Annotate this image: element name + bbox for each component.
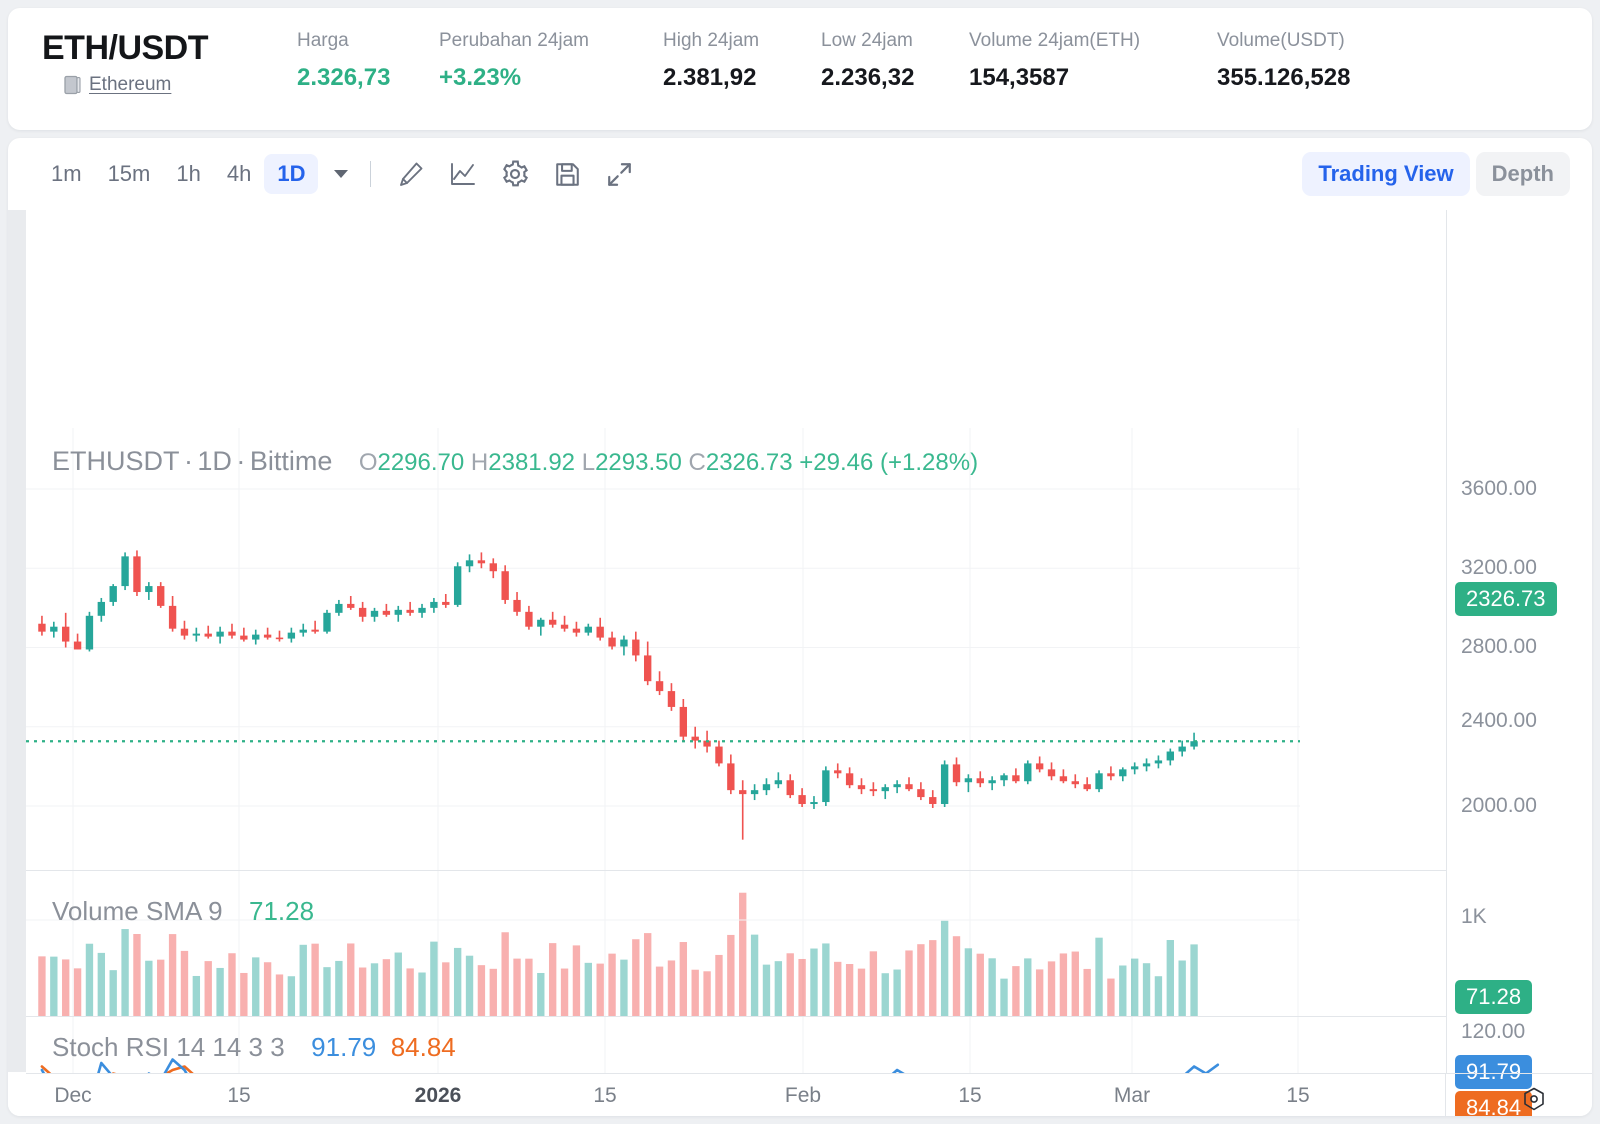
chart-toolbar: 1m 15m 1h 4h 1D xyxy=(8,138,1592,210)
view-tabs: Trading View Depth xyxy=(1302,152,1570,196)
chart-body[interactable]: ETHUSDT · 1D · Bittime O2296.70 H2381.92… xyxy=(8,210,1592,1116)
chart-canvas[interactable] xyxy=(26,210,1446,1073)
stoch-badge-k: 91.79 xyxy=(1455,1055,1533,1089)
stat-value: 154,3587 xyxy=(969,64,1070,91)
timeframe-1m[interactable]: 1m xyxy=(51,161,82,186)
volume-badge: 71.28 xyxy=(1455,980,1533,1014)
pane-separator-volume xyxy=(26,870,1446,871)
chart-settings-hex-icon[interactable] xyxy=(1521,1086,1547,1112)
stat-label: Low 24jam xyxy=(821,30,913,51)
stat-change-24h: Perubahan 24jam +3.23% xyxy=(439,28,663,98)
stat-volume-usdt: Volume(USDT) 355.126,528 xyxy=(1217,28,1447,98)
stat-volume-eth: Volume 24jam(ETH) 154,3587 xyxy=(969,28,1217,98)
stat-high-24h: High 24jam 2.381,92 xyxy=(663,28,821,98)
draw-pencil-icon[interactable] xyxy=(389,154,433,194)
price-tick-3200: 3200.00 xyxy=(1461,556,1537,579)
price-tick-2400: 2400.00 xyxy=(1461,709,1537,732)
stat-harga: Harga 2.326,73 xyxy=(297,28,439,98)
stat-label: Volume(USDT) xyxy=(1217,30,1345,51)
chevron-down-icon[interactable] xyxy=(328,161,354,187)
line-chart-icon[interactable] xyxy=(441,154,485,194)
time-tick-dec: Dec xyxy=(54,1084,92,1107)
tab-trading-view[interactable]: Trading View xyxy=(1302,152,1470,196)
stat-value: 2.381,92 xyxy=(663,64,757,91)
book-icon xyxy=(64,75,81,95)
stoch-axis[interactable]: 120.00 91.79 84.84 40.00 0.00 xyxy=(1446,1016,1592,1116)
asset-link[interactable]: Ethereum xyxy=(42,74,297,96)
fullscreen-icon[interactable] xyxy=(597,154,641,194)
time-tick-15-4: 15 xyxy=(1286,1084,1310,1107)
stat-label: Harga xyxy=(297,30,349,51)
ticker-header: ETH/USDT Ethereum Harga 2.326,73 Perubah… xyxy=(8,8,1592,130)
time-axis-separator xyxy=(1445,1074,1446,1116)
price-tick-2000: 2000.00 xyxy=(1461,794,1537,817)
chart-card: 1m 15m 1h 4h 1D xyxy=(8,138,1592,1116)
tab-depth[interactable]: Depth xyxy=(1475,152,1570,196)
stat-value: +3.23% xyxy=(439,64,522,91)
time-tick-15-2: 15 xyxy=(593,1084,617,1107)
timeframe-4h[interactable]: 4h xyxy=(226,161,252,186)
toolbar-divider xyxy=(370,161,372,187)
pair-block: ETH/USDT Ethereum xyxy=(42,28,297,96)
stat-low-24h: Low 24jam 2.236,32 xyxy=(821,28,969,98)
save-floppy-icon[interactable] xyxy=(545,154,589,194)
price-tick-3600: 3600.00 xyxy=(1461,477,1537,500)
gear-icon[interactable] xyxy=(493,154,537,194)
timeframe-1d[interactable]: 1D xyxy=(264,154,319,194)
volume-axis[interactable]: 1K 71.28 xyxy=(1446,870,1592,1016)
volume-tick-1k: 1K xyxy=(1461,905,1487,928)
timeframe-15m[interactable]: 15m xyxy=(107,161,151,186)
stoch-badge-d: 84.84 xyxy=(1455,1091,1533,1116)
pane-separator-stoch xyxy=(26,1016,1446,1017)
stat-value: 2.326,73 xyxy=(297,64,391,91)
stat-label: Perubahan 24jam xyxy=(439,30,589,51)
time-tick-feb: Feb xyxy=(784,1084,822,1107)
plot-area[interactable] xyxy=(26,210,1592,1116)
time-tick-15-3: 15 xyxy=(958,1084,982,1107)
asset-name: Ethereum xyxy=(89,74,172,95)
time-axis[interactable]: Dec 15 2026 15 Feb 15 Mar 15 xyxy=(26,1073,1592,1116)
time-tick-2026: 2026 xyxy=(414,1084,462,1107)
last-price-badge: 2326.73 xyxy=(1455,582,1557,616)
stat-value: 2.236,32 xyxy=(821,64,915,91)
timeframe-1h[interactable]: 1h xyxy=(176,161,201,186)
page-title: ETH/USDT xyxy=(42,29,209,67)
time-tick-mar: Mar xyxy=(1113,1084,1151,1107)
stat-value: 355.126,528 xyxy=(1217,64,1351,91)
stoch-tick-120: 120.00 xyxy=(1461,1020,1526,1043)
time-tick-15-1: 15 xyxy=(227,1084,251,1107)
price-tick-2800: 2800.00 xyxy=(1461,635,1537,658)
stat-label: Volume 24jam(ETH) xyxy=(969,30,1141,51)
left-gutter xyxy=(8,210,26,1072)
stat-label: High 24jam xyxy=(663,30,760,51)
